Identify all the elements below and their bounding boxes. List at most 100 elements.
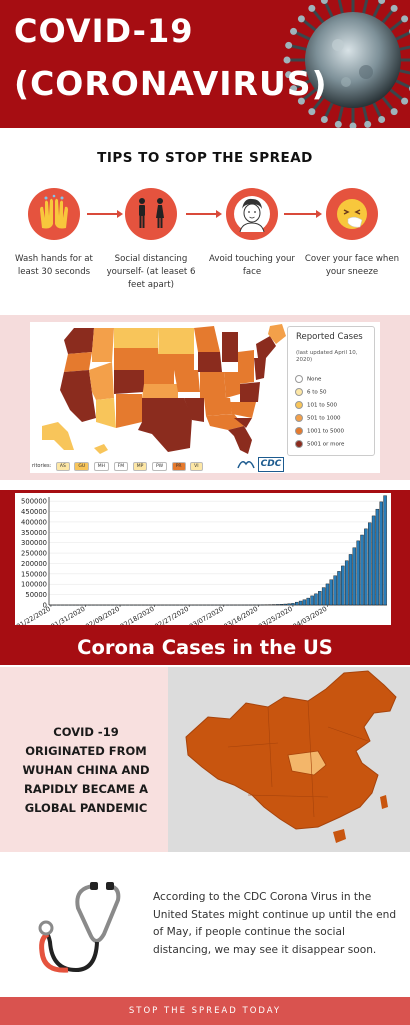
y-tick-label: 150000 — [21, 570, 47, 578]
chart-bar — [341, 565, 345, 606]
people-icon — [139, 198, 164, 228]
china-origin-text: COVID -19 ORIGINATED FROM WUHAN CHINA AN… — [22, 725, 150, 815]
territory-badge: VI — [190, 462, 203, 471]
stethoscope-icon — [38, 882, 121, 973]
legend-item: 6 to 50 — [295, 388, 327, 396]
y-tick-label: 350000 — [21, 529, 47, 537]
cases-chart-panel: 0 50000 100000 150000 200000 250000 300000 3500… — [15, 493, 391, 631]
chart-bar — [287, 603, 291, 606]
virus-spike-tip — [297, 97, 305, 105]
territory-badge: AS — [55, 462, 70, 471]
virus-spike-tip — [390, 108, 398, 116]
chart-bar — [383, 495, 387, 606]
arrow-3 — [284, 210, 322, 218]
chart-bar — [291, 603, 295, 606]
x-tick-label: 04/03/2020 — [292, 605, 329, 625]
hands-icon — [40, 194, 68, 229]
chart-bar — [314, 593, 318, 606]
virus-spike-tip — [401, 15, 409, 23]
tip-label-cover-face: Cover your face when your sneeze — [304, 254, 400, 277]
y-tick-label: 500000 — [21, 498, 47, 506]
legend-swatch — [295, 388, 303, 396]
footer-text: STOP THE SPREAD TODAY — [128, 1006, 282, 1016]
tip-label-distancing: Social distancing yourself- (at leaset 6… — [106, 254, 196, 290]
virus-spike-tip — [401, 97, 409, 105]
cover-face-circle — [326, 188, 378, 240]
virus-spike-tip — [308, 4, 316, 12]
legend-item: None — [295, 375, 321, 383]
arrow-1 — [87, 210, 123, 218]
virus-spike-tip — [364, 120, 372, 128]
y-tick-label: 400000 — [21, 518, 47, 526]
x-tick-label: 02/27/2020 — [153, 605, 190, 625]
chart-bar — [302, 599, 307, 606]
virus-spike-tip — [297, 15, 305, 23]
chart-bar — [371, 515, 376, 606]
territory-badge: GU — [74, 462, 90, 471]
map-legend: Reported Cases (last updated April 10, 2… — [287, 326, 375, 456]
legend-item: 5001 or more — [295, 440, 344, 448]
legend-item: 101 to 500 — [295, 401, 337, 409]
chart-bar — [356, 540, 360, 606]
coronavirus-icon — [283, 0, 410, 128]
virus-spike-tip — [390, 4, 398, 12]
x-tick-label: 03/07/2020 — [188, 605, 225, 625]
y-tick-label: 300000 — [21, 539, 47, 547]
x-tick-label: 03/16/2020 — [222, 605, 259, 625]
virus-spike-tip — [290, 27, 298, 35]
chart-bar — [298, 600, 303, 606]
x-tick-label: 02/09/2020 — [84, 605, 121, 625]
avoid-face-circle — [226, 188, 278, 240]
x-tick-label: 02/18/2020 — [119, 605, 156, 625]
sneeze-icon — [337, 199, 367, 229]
virus-spike-tip — [308, 108, 316, 116]
stethoscope-illustration — [34, 878, 134, 982]
virus-spike-tip — [378, 0, 386, 5]
virus-spike-tip — [285, 71, 293, 79]
chart-bar — [306, 597, 310, 606]
y-tick-label: 450000 — [21, 508, 47, 516]
chart-bar — [367, 522, 372, 606]
virus-spike-tip — [349, 122, 357, 128]
chart-bar — [352, 547, 357, 606]
legend-swatch — [295, 414, 303, 422]
x-tick-label: 03/25/2020 — [257, 605, 294, 625]
chart-bar — [375, 508, 380, 606]
face-icon — [234, 196, 270, 233]
cdc-logo: CDC — [258, 457, 284, 472]
hhs-eagle-icon — [237, 461, 255, 469]
virus-spike-tip — [283, 56, 291, 64]
chart-bar — [348, 554, 353, 606]
chart-title: Corona Cases in the US — [77, 636, 333, 659]
virus-spike-tip — [320, 115, 328, 123]
y-tick-label: 50000 — [25, 591, 47, 599]
chart-bar — [318, 591, 322, 606]
distancing-circle — [125, 188, 177, 240]
virus-spike-tip — [285, 41, 293, 49]
china-map-panel — [168, 667, 410, 852]
chart-bar — [337, 571, 341, 606]
china-text-panel — [0, 667, 168, 852]
territory-badge: FM — [113, 462, 129, 471]
chart-bar — [360, 534, 364, 606]
legend-title: Reported Cases — [296, 332, 363, 342]
virus-spike-tip — [290, 85, 298, 93]
cases-bar-chart: 0 50000 100000 150000 200000 250000 300000 3500… — [15, 495, 387, 631]
x-tick-label: 01/22/2020 — [15, 605, 52, 625]
chart-bar — [279, 604, 284, 606]
y-tick-label: 200000 — [21, 560, 47, 568]
chart-bar — [310, 595, 314, 606]
us-map — [42, 324, 286, 454]
x-tick-label: 01/31/2020 — [50, 605, 87, 625]
wash-hands-circle — [28, 188, 80, 240]
tips-heading: TIPS TO STOP THE SPREAD — [97, 150, 313, 166]
header-banner: COVID-19 (CORONAVIRUS) — [0, 0, 410, 128]
chart-bar — [295, 601, 299, 606]
arrow-2 — [186, 210, 222, 218]
legend-updated: (last updated April 10, 2020) — [296, 350, 358, 363]
chart-bar — [275, 604, 280, 606]
footer-banner: STOP THE SPREAD TODAY — [0, 997, 410, 1025]
territories-row: ritories: AS GU MH FM MP PW PR VI — [32, 462, 203, 471]
territory-badge: PW — [151, 462, 168, 471]
chart-bar — [344, 560, 349, 606]
